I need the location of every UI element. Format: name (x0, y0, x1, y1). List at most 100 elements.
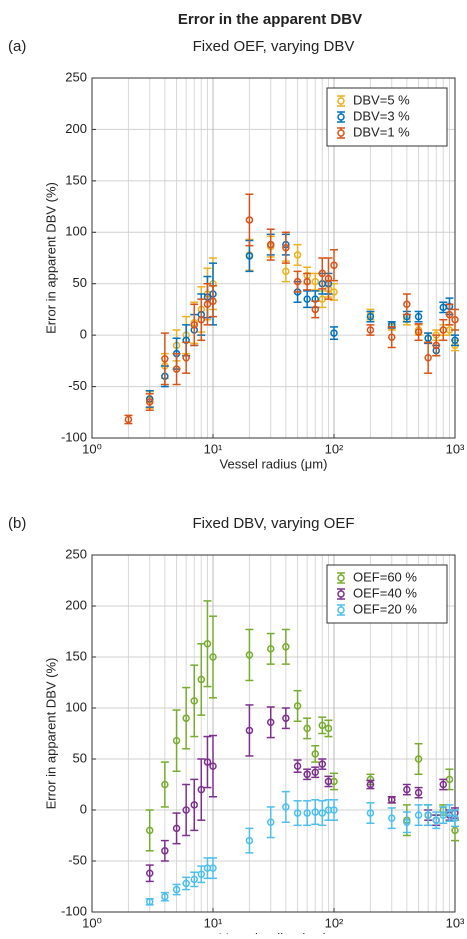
marker (293, 702, 302, 710)
error-bar (330, 249, 338, 282)
error-bar (209, 857, 217, 880)
x-tick-label: 10⁰ (82, 915, 102, 930)
legend-label: OEF=20 % (353, 601, 417, 616)
marker (245, 216, 254, 224)
marker (330, 261, 338, 269)
marker (330, 806, 338, 814)
error-bar (324, 257, 333, 300)
error-bar (197, 298, 206, 342)
marker (172, 365, 181, 373)
marker (366, 780, 375, 789)
error-bar (330, 799, 338, 821)
marker (303, 770, 311, 779)
marker (324, 274, 333, 283)
error-bar (311, 799, 320, 826)
error-bar (451, 809, 459, 828)
marker (387, 333, 396, 341)
error-bar (145, 393, 154, 411)
error-bar (414, 804, 423, 827)
error-bar (424, 804, 433, 827)
marker (282, 803, 290, 811)
legend-label: DBV=1 % (353, 124, 410, 139)
error-bar (245, 827, 254, 854)
error-bar (414, 323, 423, 342)
error-bar (445, 303, 454, 326)
marker (311, 808, 320, 816)
error-bar (303, 272, 312, 291)
marker (161, 847, 169, 855)
error-bar (145, 864, 154, 883)
error-bar (203, 600, 212, 688)
legend (326, 564, 448, 624)
marker (366, 809, 375, 817)
marker (282, 714, 290, 722)
marker (182, 806, 190, 814)
marker (182, 354, 190, 362)
error-bar (172, 352, 181, 386)
error-bar (402, 811, 411, 834)
marker (203, 300, 212, 309)
marker (161, 355, 169, 363)
marker (432, 341, 441, 350)
axes-box (91, 77, 456, 439)
error-bar (293, 270, 302, 293)
marker (414, 755, 423, 763)
marker (293, 809, 302, 817)
marker (172, 885, 181, 894)
marker (414, 312, 423, 321)
panel-label: (b) (8, 515, 26, 532)
y-tick-label: 150 (65, 648, 87, 663)
error-bar (424, 341, 433, 374)
marker (209, 864, 217, 872)
y-tick-label: -50 (68, 378, 87, 393)
marker (145, 869, 154, 877)
error-bar (266, 228, 275, 261)
marker (245, 726, 254, 735)
marker (318, 721, 327, 730)
error-bar (182, 686, 191, 750)
marker (209, 653, 217, 661)
legend-label: DBV=3 % (353, 108, 410, 123)
error-bar (209, 285, 217, 318)
error-bar (190, 664, 199, 738)
error-bar (387, 807, 396, 830)
marker (403, 818, 411, 826)
error-bar (190, 303, 199, 347)
marker (324, 777, 333, 786)
marker (445, 809, 454, 817)
y-tick-label: 250 (65, 546, 87, 561)
marker (303, 277, 311, 286)
marker (403, 300, 411, 309)
marker (282, 267, 290, 276)
marker (172, 824, 181, 833)
marker (266, 240, 275, 249)
y-tick-label: 200 (65, 597, 87, 612)
marker (190, 875, 199, 884)
error-bar (303, 290, 312, 309)
marker (190, 697, 199, 705)
marker (366, 312, 375, 321)
x-axis-label: Vessel radius (μm) (220, 930, 328, 934)
error-bar (172, 709, 181, 772)
error-bar (203, 282, 212, 326)
error-bar (330, 326, 338, 341)
x-tick-label: 10³ (446, 915, 465, 930)
error-bar (182, 341, 191, 374)
marker (403, 785, 411, 794)
marker (432, 816, 441, 824)
marker (445, 310, 454, 319)
marker (182, 714, 190, 722)
marker (245, 651, 254, 659)
error-bar (209, 615, 217, 699)
marker (145, 398, 154, 406)
marker (303, 295, 311, 303)
marker (282, 643, 290, 651)
marker (387, 814, 396, 822)
error-bar (182, 876, 191, 891)
marker (311, 750, 320, 758)
error-bar (451, 308, 459, 331)
marker (414, 788, 423, 797)
marker (145, 898, 154, 906)
error-bar (245, 704, 254, 757)
